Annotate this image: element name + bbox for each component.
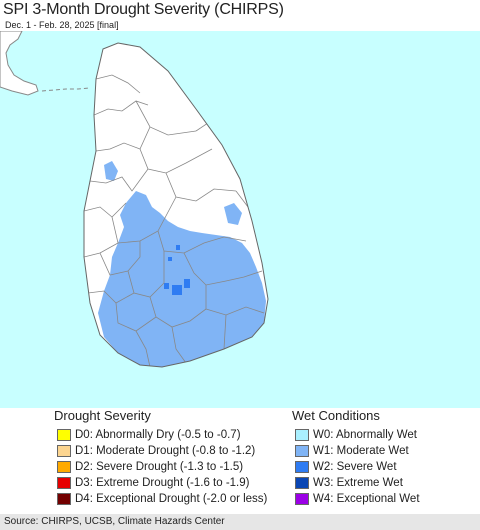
legend-label-w3: W3: Extreme Wet — [313, 477, 403, 489]
legend-item-w0: W0: Abnormally Wet — [295, 428, 417, 442]
severe-wet-cell — [176, 245, 180, 250]
legend-item-d2: D2: Severe Drought (-1.3 to -1.5) — [57, 460, 243, 474]
legend-swatch-w3 — [295, 477, 309, 489]
map-subtitle: Dec. 1 - Feb. 28, 2025 [final] — [5, 20, 119, 30]
moderate-wet-east-patch — [224, 203, 242, 225]
india-landmass — [0, 31, 39, 96]
legend-swatch-w1 — [295, 445, 309, 457]
moderate-wet-north-patch — [104, 161, 118, 181]
legend-label-d3: D3: Extreme Drought (-1.6 to -1.9) — [75, 477, 250, 489]
legend-item-d0: D0: Abnormally Dry (-0.5 to -0.7) — [57, 428, 241, 442]
legend-item-d1: D1: Moderate Drought (-0.8 to -1.2) — [57, 444, 255, 458]
legend-label-d2: D2: Severe Drought (-1.3 to -1.5) — [75, 461, 244, 473]
district-boundaries — [84, 74, 265, 367]
legend-label-w4: W4: Exceptional Wet — [313, 493, 420, 505]
adams-bridge — [41, 87, 91, 92]
legend-label-w2: W2: Severe Wet — [313, 461, 397, 473]
legend-item-w2: W2: Severe Wet — [295, 460, 397, 474]
legend-label-d4: D4: Exceptional Drought (-2.0 or less) — [75, 493, 268, 505]
legend-swatch-w0 — [295, 429, 309, 441]
legend-swatch-w2 — [295, 461, 309, 473]
legend-swatch-w4 — [295, 493, 309, 505]
severe-wet-cell — [172, 285, 182, 295]
footer-bar: Source: CHIRPS, UCSB, Climate Hazards Ce… — [0, 514, 480, 530]
legend-label-d0: D0: Abnormally Dry (-0.5 to -0.7) — [75, 429, 241, 441]
drought-legend-heading: Drought Severity — [54, 408, 151, 423]
legend-item-d3: D3: Extreme Drought (-1.6 to -1.9) — [57, 476, 249, 490]
sri-lanka-coastline — [83, 42, 269, 368]
legend-swatch-d2 — [57, 461, 71, 473]
legend-item-w1: W1: Moderate Wet — [295, 444, 409, 458]
legend-swatch-d1 — [57, 445, 71, 457]
source-credit: Source: CHIRPS, UCSB, Climate Hazards Ce… — [4, 516, 225, 527]
wet-legend-heading: Wet Conditions — [292, 408, 380, 423]
map-title: SPI 3-Month Drought Severity (CHIRPS) — [3, 1, 284, 18]
legend-swatch-d4 — [57, 493, 71, 505]
severe-wet-cell — [168, 257, 172, 261]
legend-item-w3: W3: Extreme Wet — [295, 476, 403, 490]
severe-wet-cell — [164, 283, 169, 289]
legend-label-d1: D1: Moderate Drought (-0.8 to -1.2) — [75, 445, 256, 457]
moderate-wet-area — [98, 191, 266, 367]
severe-wet-cell — [184, 279, 190, 288]
legend-item-w4: W4: Exceptional Wet — [295, 492, 420, 506]
legend-swatch-d3 — [57, 477, 71, 489]
legend-item-d4: D4: Exceptional Drought (-2.0 or less) — [57, 492, 267, 506]
drought-map — [0, 31, 480, 408]
legend-label-w1: W1: Moderate Wet — [313, 445, 409, 457]
legend-label-w0: W0: Abnormally Wet — [313, 429, 417, 441]
legend-swatch-d0 — [57, 429, 71, 441]
